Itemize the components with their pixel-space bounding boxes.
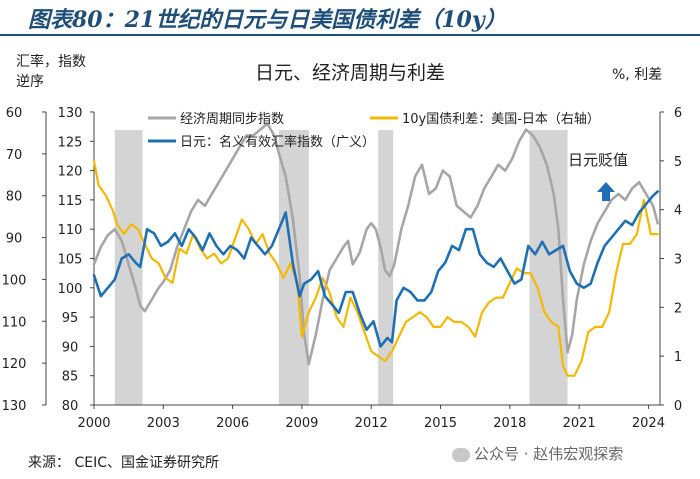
x-tick-label: 2021 bbox=[563, 416, 596, 431]
inner-left-tick-label: 130 bbox=[58, 106, 83, 121]
x-tick-label: 2024 bbox=[632, 416, 665, 431]
outer-left-tick-label: 120 bbox=[2, 357, 27, 372]
right-tick-label: 1 bbox=[674, 350, 682, 365]
wechat-icon bbox=[452, 447, 470, 462]
inner-left-tick-label: 80 bbox=[62, 399, 79, 414]
outer-left-tick-label: 130 bbox=[2, 399, 27, 414]
legend-label: 10y国债利差：美国-日本（右轴） bbox=[402, 112, 600, 127]
outer-left-tick-label: 90 bbox=[6, 232, 23, 247]
outer-left-tick-label: 80 bbox=[6, 190, 23, 205]
inner-left-tick-label: 120 bbox=[58, 165, 83, 180]
inner-left-tick-label: 100 bbox=[58, 282, 83, 297]
inner-left-tick-label: 85 bbox=[62, 370, 79, 385]
right-tick-label: 4 bbox=[674, 204, 682, 219]
outer-left-tick-label: 70 bbox=[6, 148, 23, 163]
legend-label: 经济周期同步指数 bbox=[180, 112, 284, 127]
annotation-text: 日元贬值 bbox=[568, 151, 628, 169]
inner-left-tick-label: 95 bbox=[62, 311, 79, 326]
source-note: 来源： CEIC、国金证券研究所 bbox=[28, 455, 219, 471]
outer-left-tick-label: 60 bbox=[6, 106, 23, 121]
watermark-text: 公众号 · 赵伟宏观探索 bbox=[474, 445, 624, 463]
x-tick-label: 2006 bbox=[216, 416, 249, 431]
x-tick-label: 2009 bbox=[285, 416, 318, 431]
right-tick-label: 0 bbox=[674, 399, 682, 414]
page-title: 图表80：21世纪的日元与日美国债利差（10y） bbox=[28, 7, 507, 33]
series-line bbox=[92, 122, 660, 366]
inner-left-tick-label: 105 bbox=[58, 253, 83, 268]
right-tick-label: 3 bbox=[674, 253, 682, 268]
chart-title: 日元、经济周期与利差 bbox=[254, 62, 445, 84]
outer-left-tick-label: 110 bbox=[2, 315, 27, 330]
up-arrow-icon bbox=[597, 182, 615, 201]
header-bar: 图表80：21世纪的日元与日美国债利差（10y） bbox=[0, 0, 700, 36]
outer-left-tick-label: 100 bbox=[2, 273, 27, 288]
series-line bbox=[92, 190, 660, 348]
right-axis-caption: %, 利差 bbox=[612, 67, 663, 83]
x-tick-label: 2012 bbox=[355, 416, 388, 431]
inner-left-tick-label: 125 bbox=[58, 135, 83, 150]
inner-left-tick-label: 90 bbox=[62, 340, 79, 355]
right-tick-label: 2 bbox=[674, 301, 682, 316]
right-tick-label: 6 bbox=[674, 106, 682, 121]
series-line bbox=[92, 159, 659, 377]
x-tick-label: 2015 bbox=[424, 416, 457, 431]
x-tick-label: 2000 bbox=[77, 416, 110, 431]
left-axis-caption: 汇率，指数 逆序 bbox=[16, 54, 86, 90]
inner-left-tick-label: 110 bbox=[58, 223, 83, 238]
watermark: 公众号 · 赵伟宏观探索 bbox=[452, 443, 623, 464]
inner-left-tick-label: 115 bbox=[58, 194, 83, 209]
x-tick-label: 2018 bbox=[493, 416, 526, 431]
x-tick-label: 2003 bbox=[147, 416, 180, 431]
legend-label: 日元：名义有效汇率指数（广义） bbox=[180, 134, 375, 150]
right-tick-label: 5 bbox=[674, 155, 682, 170]
